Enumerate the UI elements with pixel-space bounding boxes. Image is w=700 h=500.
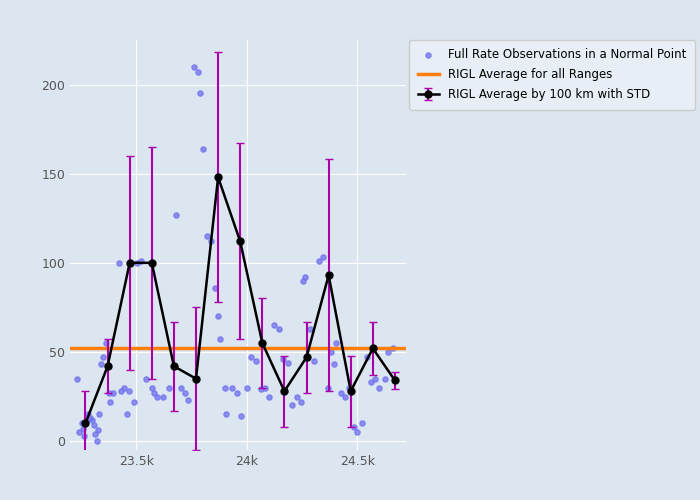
Full Rate Observations in a Normal Point — [74, 428, 85, 436]
Full Rate Observations in a Normal Point — [220, 410, 232, 418]
Full Rate Observations in a Normal Point — [309, 357, 320, 365]
Full Rate Observations in a Normal Point — [295, 398, 307, 406]
Full Rate Observations in a Normal Point — [135, 257, 146, 265]
Full Rate Observations in a Normal Point — [209, 284, 220, 292]
Full Rate Observations in a Normal Point — [349, 423, 360, 431]
Full Rate Observations in a Normal Point — [84, 414, 95, 422]
Full Rate Observations in a Normal Point — [146, 384, 158, 392]
Full Rate Observations in a Normal Point — [202, 232, 213, 240]
Full Rate Observations in a Normal Point — [108, 389, 119, 397]
Full Rate Observations in a Normal Point — [92, 426, 103, 434]
Full Rate Observations in a Normal Point — [362, 354, 373, 362]
Full Rate Observations in a Normal Point — [197, 144, 208, 152]
Full Rate Observations in a Normal Point — [93, 410, 104, 418]
Full Rate Observations in a Normal Point — [129, 398, 140, 406]
Full Rate Observations in a Normal Point — [256, 386, 267, 394]
Full Rate Observations in a Normal Point — [331, 339, 342, 347]
Full Rate Observations in a Normal Point — [206, 238, 217, 246]
Full Rate Observations in a Normal Point — [318, 254, 329, 262]
Full Rate Observations in a Normal Point — [97, 354, 108, 362]
Full Rate Observations in a Normal Point — [158, 392, 169, 400]
Full Rate Observations in a Normal Point — [343, 384, 354, 392]
Full Rate Observations in a Normal Point — [95, 360, 106, 368]
Full Rate Observations in a Normal Point — [365, 378, 376, 386]
Full Rate Observations in a Normal Point — [71, 374, 82, 382]
Full Rate Observations in a Normal Point — [387, 344, 398, 352]
Full Rate Observations in a Normal Point — [103, 389, 114, 397]
Full Rate Observations in a Normal Point — [122, 410, 133, 418]
Full Rate Observations in a Normal Point — [250, 357, 261, 365]
Full Rate Observations in a Normal Point — [164, 384, 175, 392]
Full Rate Observations in a Normal Point — [259, 384, 270, 392]
Full Rate Observations in a Normal Point — [340, 392, 351, 400]
Full Rate Observations in a Normal Point — [90, 430, 101, 438]
Full Rate Observations in a Normal Point — [241, 384, 253, 392]
Full Rate Observations in a Normal Point — [322, 384, 333, 392]
Full Rate Observations in a Normal Point — [82, 410, 93, 418]
Full Rate Observations in a Normal Point — [78, 424, 89, 432]
Full Rate Observations in a Normal Point — [118, 384, 130, 392]
Full Rate Observations in a Normal Point — [374, 384, 385, 392]
Full Rate Observations in a Normal Point — [227, 384, 238, 392]
Full Rate Observations in a Normal Point — [91, 437, 102, 445]
Full Rate Observations in a Normal Point — [79, 432, 90, 440]
Full Rate Observations in a Normal Point — [123, 387, 134, 395]
Full Rate Observations in a Normal Point — [179, 389, 190, 397]
Full Rate Observations in a Normal Point — [213, 312, 224, 320]
Full Rate Observations in a Normal Point — [383, 348, 394, 356]
Full Rate Observations in a Normal Point — [219, 384, 230, 392]
Full Rate Observations in a Normal Point — [352, 428, 363, 436]
Full Rate Observations in a Normal Point — [246, 354, 257, 362]
Full Rate Observations in a Normal Point — [269, 321, 280, 329]
Full Rate Observations in a Normal Point — [236, 412, 247, 420]
Full Rate Observations in a Normal Point — [87, 416, 98, 424]
Full Rate Observations in a Normal Point — [89, 421, 100, 429]
Full Rate Observations in a Normal Point — [132, 259, 143, 267]
Full Rate Observations in a Normal Point — [379, 374, 391, 382]
Legend: Full Rate Observations in a Normal Point, RIGL Average for all Ranges, RIGL Aver: Full Rate Observations in a Normal Point… — [410, 40, 695, 110]
Full Rate Observations in a Normal Point — [171, 210, 182, 218]
Full Rate Observations in a Normal Point — [113, 259, 124, 267]
Full Rate Observations in a Normal Point — [263, 392, 274, 400]
Full Rate Observations in a Normal Point — [101, 339, 112, 347]
Full Rate Observations in a Normal Point — [231, 389, 242, 397]
Full Rate Observations in a Normal Point — [175, 384, 186, 392]
Full Rate Observations in a Normal Point — [356, 420, 368, 428]
Full Rate Observations in a Normal Point — [104, 398, 116, 406]
Full Rate Observations in a Normal Point — [148, 389, 160, 397]
Full Rate Observations in a Normal Point — [304, 325, 316, 333]
Full Rate Observations in a Normal Point — [195, 90, 206, 98]
Full Rate Observations in a Normal Point — [291, 392, 302, 400]
Full Rate Observations in a Normal Point — [152, 392, 163, 400]
Full Rate Observations in a Normal Point — [313, 257, 324, 265]
Full Rate Observations in a Normal Point — [298, 276, 309, 284]
Full Rate Observations in a Normal Point — [335, 389, 346, 397]
Full Rate Observations in a Normal Point — [76, 420, 88, 428]
Full Rate Observations in a Normal Point — [80, 420, 91, 428]
Full Rate Observations in a Normal Point — [278, 355, 289, 363]
Full Rate Observations in a Normal Point — [183, 396, 194, 404]
Full Rate Observations in a Normal Point — [282, 358, 293, 366]
Full Rate Observations in a Normal Point — [370, 374, 381, 382]
Full Rate Observations in a Normal Point — [188, 62, 199, 70]
Full Rate Observations in a Normal Point — [273, 325, 284, 333]
Full Rate Observations in a Normal Point — [141, 374, 152, 382]
Full Rate Observations in a Normal Point — [215, 336, 226, 344]
Full Rate Observations in a Normal Point — [328, 360, 339, 368]
Full Rate Observations in a Normal Point — [300, 273, 311, 281]
Full Rate Observations in a Normal Point — [326, 348, 337, 356]
Full Rate Observations in a Normal Point — [193, 68, 204, 76]
Full Rate Observations in a Normal Point — [116, 387, 127, 395]
Full Rate Observations in a Normal Point — [286, 402, 297, 409]
